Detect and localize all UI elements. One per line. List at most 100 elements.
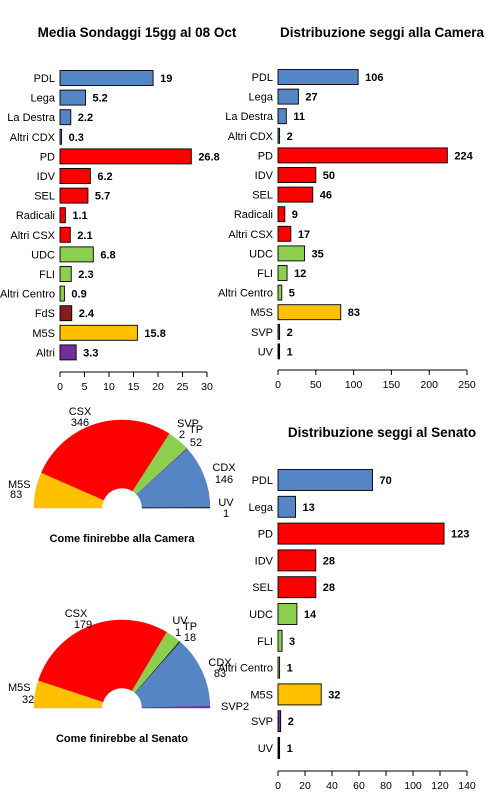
polls-category-lega: Lega bbox=[31, 93, 56, 105]
camera-category-radicali: Radicali bbox=[234, 209, 273, 221]
camera-category-altri-centro: Altri Centro bbox=[218, 288, 273, 300]
senato-category-idv: IDV bbox=[255, 555, 274, 567]
camera-hemicycle-label-uv: UV bbox=[218, 497, 234, 509]
camera-bar-idv bbox=[277, 167, 317, 183]
camera-category-m5s: M5S bbox=[250, 307, 273, 319]
senato-value-udc: 14 bbox=[304, 609, 317, 621]
polls-tick-label-15: 15 bbox=[128, 381, 140, 393]
senato-value-m5s: 32 bbox=[328, 689, 340, 701]
camera-category-altri-csx: Altri CSX bbox=[228, 229, 273, 241]
polls-chart-title: Media Sondaggi 15gg al 08 Oct bbox=[38, 25, 237, 40]
camera-hemicycle-label-csx: CSX bbox=[69, 406, 92, 418]
camera-hemicycle-slice-cdx bbox=[136, 448, 211, 509]
camera-tick-label-200: 200 bbox=[420, 379, 438, 391]
senato-hemicycle-caption: Come finirebbe al Senato bbox=[56, 733, 188, 745]
camera-bar-altri-csx bbox=[277, 225, 292, 242]
senato-hemicycle-label-cdx: CDX bbox=[208, 657, 232, 669]
camera-hemicycle-count-tp: 52 bbox=[190, 437, 202, 449]
camera-seats-bar-chart: Distribuzione seggi alla Camera PDL 106 Le… bbox=[218, 25, 485, 391]
camera-category-idv: IDV bbox=[255, 170, 274, 182]
camera-bar-pd bbox=[277, 147, 448, 164]
senato-category-svp: SVP bbox=[251, 716, 273, 728]
senato-hemicycle-label-m5s: M5S bbox=[8, 682, 31, 694]
polls-category-idv: IDV bbox=[37, 171, 56, 183]
camera-category-lega: Lega bbox=[249, 92, 274, 104]
polls-value-altri: 3.3 bbox=[83, 347, 98, 359]
senato-bar-sel bbox=[277, 576, 317, 599]
senato-value-fli: 3 bbox=[289, 636, 295, 648]
polls-bar-pdl bbox=[59, 70, 154, 86]
camera-hemicycle-label-m5s: M5S bbox=[8, 479, 31, 491]
senato-value-uv: 1 bbox=[287, 743, 293, 755]
polls-value-pdl: 19 bbox=[160, 73, 172, 85]
camera-value-lega: 27 bbox=[305, 92, 317, 104]
polls-category-m5s: M5S bbox=[32, 328, 55, 340]
camera-bar-svp bbox=[277, 323, 281, 340]
senato-tick-label-0: 0 bbox=[275, 780, 281, 792]
senato-hemicycle-label-svp: SVP bbox=[221, 701, 243, 713]
senato-hemicycle-label-csx: CSX bbox=[65, 608, 88, 620]
senato-tick-label-120: 120 bbox=[431, 780, 449, 792]
camera-bar-uv bbox=[277, 343, 281, 360]
camera-category-uv: UV bbox=[258, 346, 274, 358]
camera-value-udc: 35 bbox=[311, 248, 323, 260]
camera-value-uv: 1 bbox=[287, 346, 293, 358]
senato-hemicycle-count-cdx: 83 bbox=[214, 668, 226, 680]
senato-category-pd: PD bbox=[258, 529, 273, 541]
polls-value-idv: 6.2 bbox=[97, 171, 112, 183]
camera-hemicycle-count-cdx: 146 bbox=[215, 474, 233, 486]
senato-bar-idv bbox=[277, 549, 317, 572]
camera-value-m5s: 83 bbox=[348, 307, 360, 319]
polls-value-altri-csx: 2.1 bbox=[77, 230, 92, 242]
camera-hemicycle-label-cdx: CDX bbox=[212, 462, 236, 474]
senato-hemicycle-count-tp: 18 bbox=[184, 632, 196, 644]
camera-category-la-destra: La Destra bbox=[225, 111, 274, 123]
camera-category-svp: SVP bbox=[251, 327, 273, 339]
senato-bar-fli bbox=[277, 629, 283, 652]
senato-category-m5s: M5S bbox=[250, 689, 273, 701]
polls-bar-idv bbox=[59, 168, 91, 184]
senato-hemicycle-slice-csx bbox=[38, 619, 168, 703]
senato-hemicycle-count-svp: 2 bbox=[243, 701, 249, 713]
senato-tick-label-100: 100 bbox=[404, 780, 422, 792]
polls-category-altri-csx: Altri CSX bbox=[10, 230, 55, 242]
camera-hemicycle-count-svp: 2 bbox=[179, 429, 185, 441]
camera-hemicycle-count-m5s: 83 bbox=[10, 489, 22, 501]
senato-value-altri-centro: 1 bbox=[287, 663, 293, 675]
camera-category-altri-cdx: Altri CDX bbox=[228, 131, 274, 143]
camera-category-udc: UDC bbox=[249, 248, 273, 260]
polls-category-pdl: PDL bbox=[34, 73, 55, 85]
camera-bar-altri-centro bbox=[277, 284, 283, 301]
polls-value-altri-cdx: 0.3 bbox=[69, 132, 84, 144]
camera-tick-label-150: 150 bbox=[383, 379, 401, 391]
senato-hemicycle-count-uv: 1 bbox=[175, 627, 181, 639]
polls-category-fds: FdS bbox=[35, 308, 55, 320]
polls-category-altri-centro: Altri Centro bbox=[0, 289, 55, 301]
polls-category-altri-cdx: Altri CDX bbox=[10, 132, 56, 144]
camera-tick-label-250: 250 bbox=[458, 379, 476, 391]
polls-value-fds: 2.4 bbox=[79, 308, 95, 320]
polls-tick-label-0: 0 bbox=[57, 381, 63, 393]
senato-bar-m5s bbox=[277, 683, 322, 706]
senato-bar-udc bbox=[277, 603, 298, 625]
camera-hemicycle-caption: Come finirebbe alla Camera bbox=[50, 533, 196, 545]
camera-bar-lega bbox=[277, 88, 299, 105]
senato-bar-pd bbox=[277, 522, 445, 545]
camera-hemicycle-slice-csx bbox=[41, 419, 170, 501]
senato-category-pdl: PDL bbox=[252, 475, 273, 487]
senato-value-svp: 2 bbox=[288, 716, 294, 728]
senato-bar-altri-centro bbox=[277, 656, 281, 679]
camera-value-fli: 12 bbox=[294, 268, 306, 280]
camera-value-svp: 2 bbox=[287, 327, 293, 339]
camera-hemicycle-count-uv: 1 bbox=[223, 508, 229, 520]
polls-value-sel: 5.7 bbox=[95, 191, 110, 203]
camera-category-pd: PD bbox=[258, 150, 273, 162]
polls-bar-la-destra bbox=[59, 109, 72, 126]
camera-category-fli: FLI bbox=[257, 268, 273, 280]
polls-category-pd: PD bbox=[40, 151, 55, 163]
camera-bar-udc bbox=[277, 245, 305, 262]
camera-hemicycle-count-csx: 346 bbox=[71, 417, 89, 429]
